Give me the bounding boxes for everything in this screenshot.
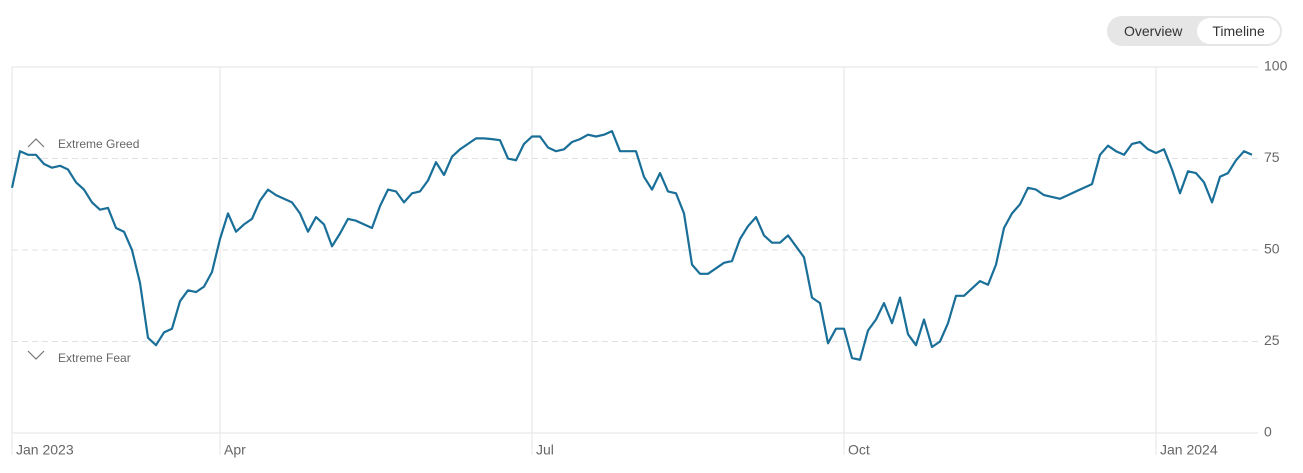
index-line bbox=[10, 130, 1253, 361]
tab-timeline[interactable]: Timeline bbox=[1197, 18, 1280, 44]
x-tick-label: Oct bbox=[848, 442, 870, 458]
grid-layer: 0 25 50 75 100 Jan 2023 Apr Jul Oct Jan 2024 bbox=[11, 58, 1288, 458]
annotation-fear: Extreme Fear bbox=[58, 351, 131, 365]
fear-icon bbox=[27, 350, 45, 360]
x-tick-label: Apr bbox=[224, 442, 246, 458]
tab-overview[interactable]: Overview bbox=[1124, 23, 1183, 39]
y-tick-label: 75 bbox=[1264, 149, 1280, 165]
annotation-greed: Extreme Greed bbox=[58, 137, 139, 151]
greed-icon bbox=[27, 138, 45, 148]
x-tick-label: Jan 2024 bbox=[1160, 442, 1218, 458]
y-tick-label: 50 bbox=[1264, 241, 1280, 257]
view-toggle: Overview Timeline bbox=[1107, 16, 1282, 46]
y-tick-label: 0 bbox=[1264, 424, 1272, 440]
x-tick-label: Jul bbox=[536, 442, 554, 458]
y-tick-label: 25 bbox=[1264, 332, 1280, 348]
x-tick-label: Jan 2023 bbox=[16, 442, 74, 458]
y-tick-label: 100 bbox=[1264, 58, 1288, 74]
